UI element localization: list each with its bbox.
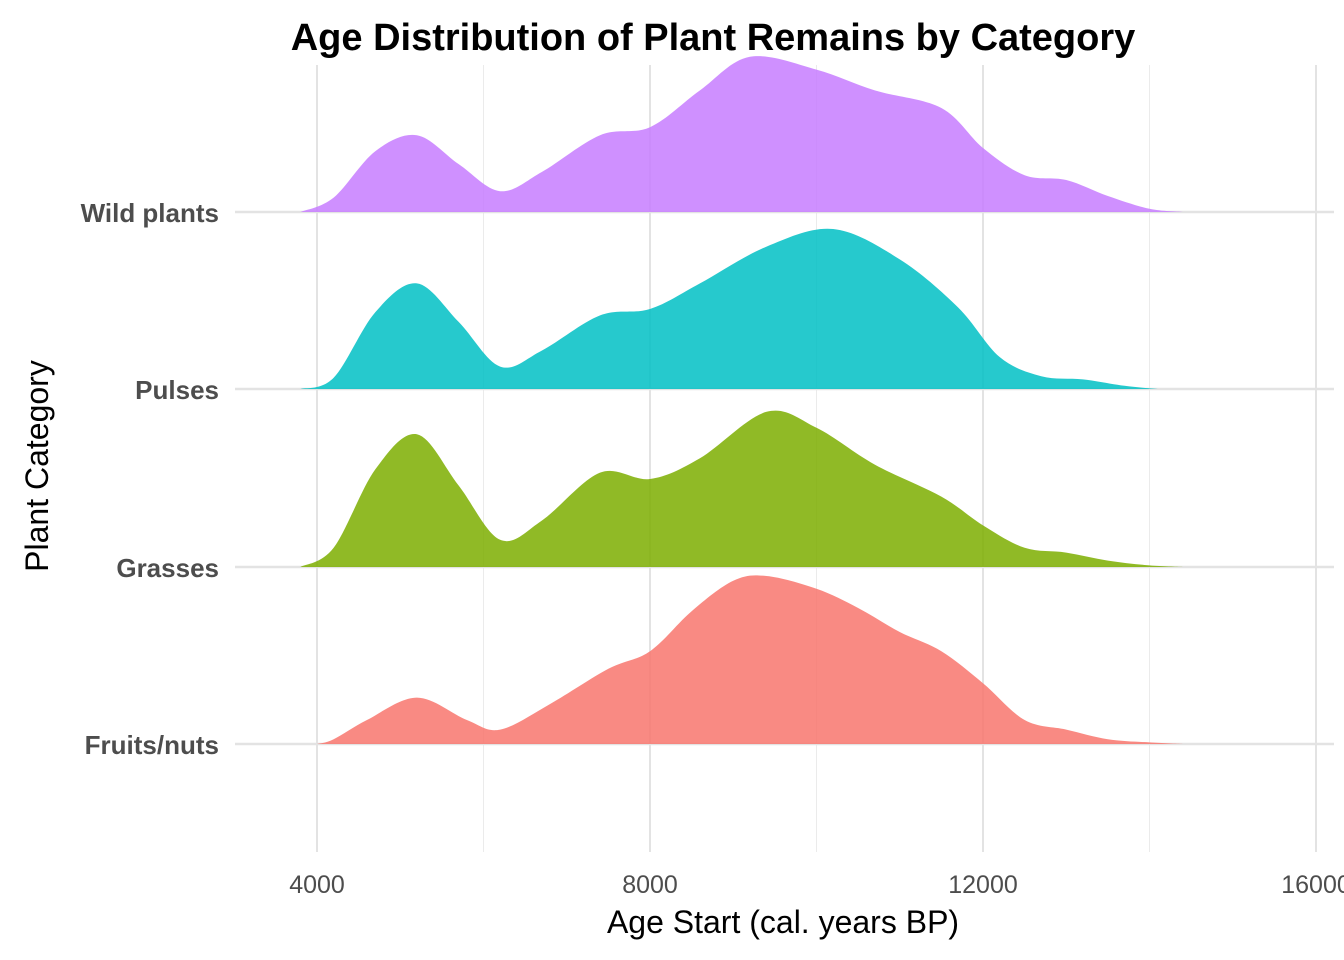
x-tick-label: 12000	[948, 871, 1018, 899]
x-tick-labels: 4000 8000 12000 16000	[289, 871, 1344, 899]
x-tick-label: 4000	[289, 871, 345, 899]
category-label: Grasses	[116, 553, 219, 583]
ridge-grasses	[300, 410, 1183, 567]
x-tick-label: 8000	[622, 871, 678, 899]
x-tick-label: 16000	[1281, 871, 1344, 899]
ridge-wild-plants	[300, 56, 1183, 213]
category-label: Fruits/nuts	[85, 730, 219, 760]
category-label: Wild plants	[81, 198, 219, 228]
ridge-pulses	[300, 228, 1158, 389]
category-label: Pulses	[135, 375, 219, 405]
ridge-fruits-nuts	[317, 575, 1183, 744]
x-axis-title: Age Start (cal. years BP)	[607, 904, 959, 940]
chart-title: Age Distribution of Plant Remains by Cat…	[291, 17, 1136, 59]
y-axis-title: Plant Category	[19, 360, 55, 572]
density-ridges	[300, 56, 1183, 744]
category-labels: Fruits/nuts Grasses Pulses Wild plants	[81, 198, 219, 760]
